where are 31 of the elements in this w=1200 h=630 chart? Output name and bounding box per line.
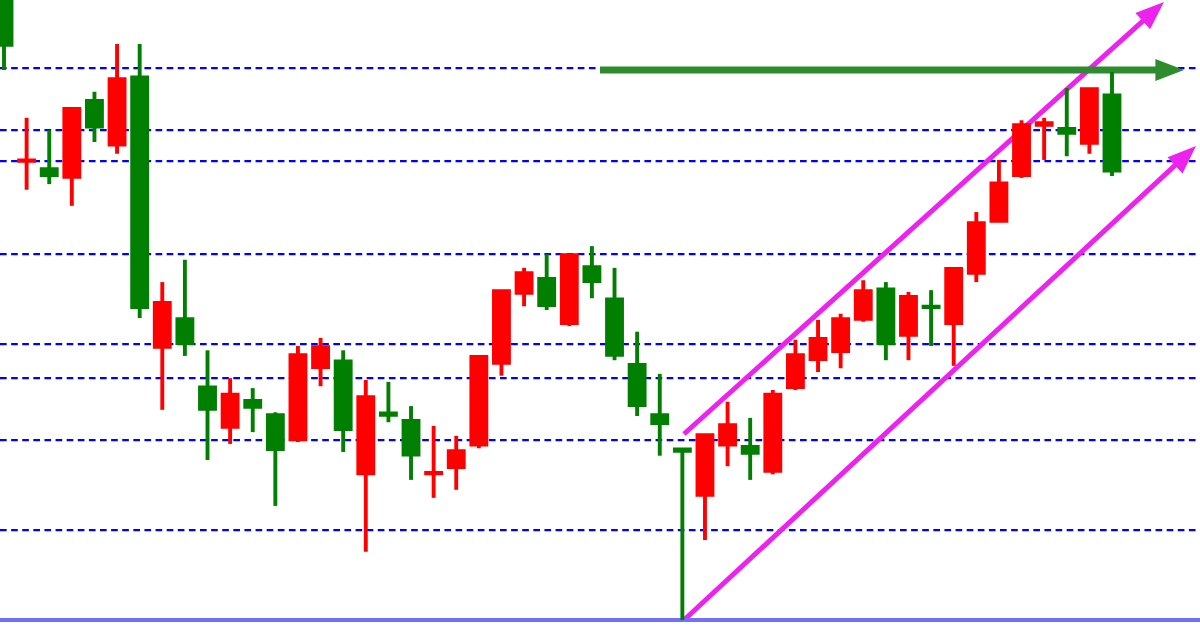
candlestick	[989, 158, 1009, 224]
candlestick	[401, 404, 421, 482]
candlestick	[198, 348, 217, 462]
candlestick	[378, 379, 398, 425]
candlestick	[921, 288, 941, 348]
candlestick	[152, 280, 172, 412]
candlestick	[175, 257, 195, 358]
candlestick	[627, 329, 647, 418]
candlestick	[785, 337, 805, 392]
candlestick	[85, 89, 104, 144]
candlestick	[831, 311, 851, 371]
candlestick	[808, 317, 828, 374]
candlestick	[582, 244, 602, 301]
candlestick	[39, 128, 59, 187]
candlestick	[265, 410, 285, 508]
candlestick	[672, 446, 692, 620]
candlestick	[537, 252, 557, 312]
candlestick	[17, 115, 37, 192]
candlestick	[853, 278, 873, 324]
candlestick	[311, 335, 330, 389]
candlestick	[1034, 115, 1054, 162]
candlestick	[650, 371, 670, 458]
candlestick	[446, 433, 466, 492]
candlestick	[1057, 86, 1077, 159]
candlestick	[424, 423, 444, 500]
candlestick	[243, 386, 263, 435]
candlestick	[899, 290, 918, 363]
candlestick	[740, 415, 760, 482]
candlestick	[718, 399, 738, 469]
candlestick	[220, 376, 240, 446]
candlestick	[514, 265, 534, 309]
